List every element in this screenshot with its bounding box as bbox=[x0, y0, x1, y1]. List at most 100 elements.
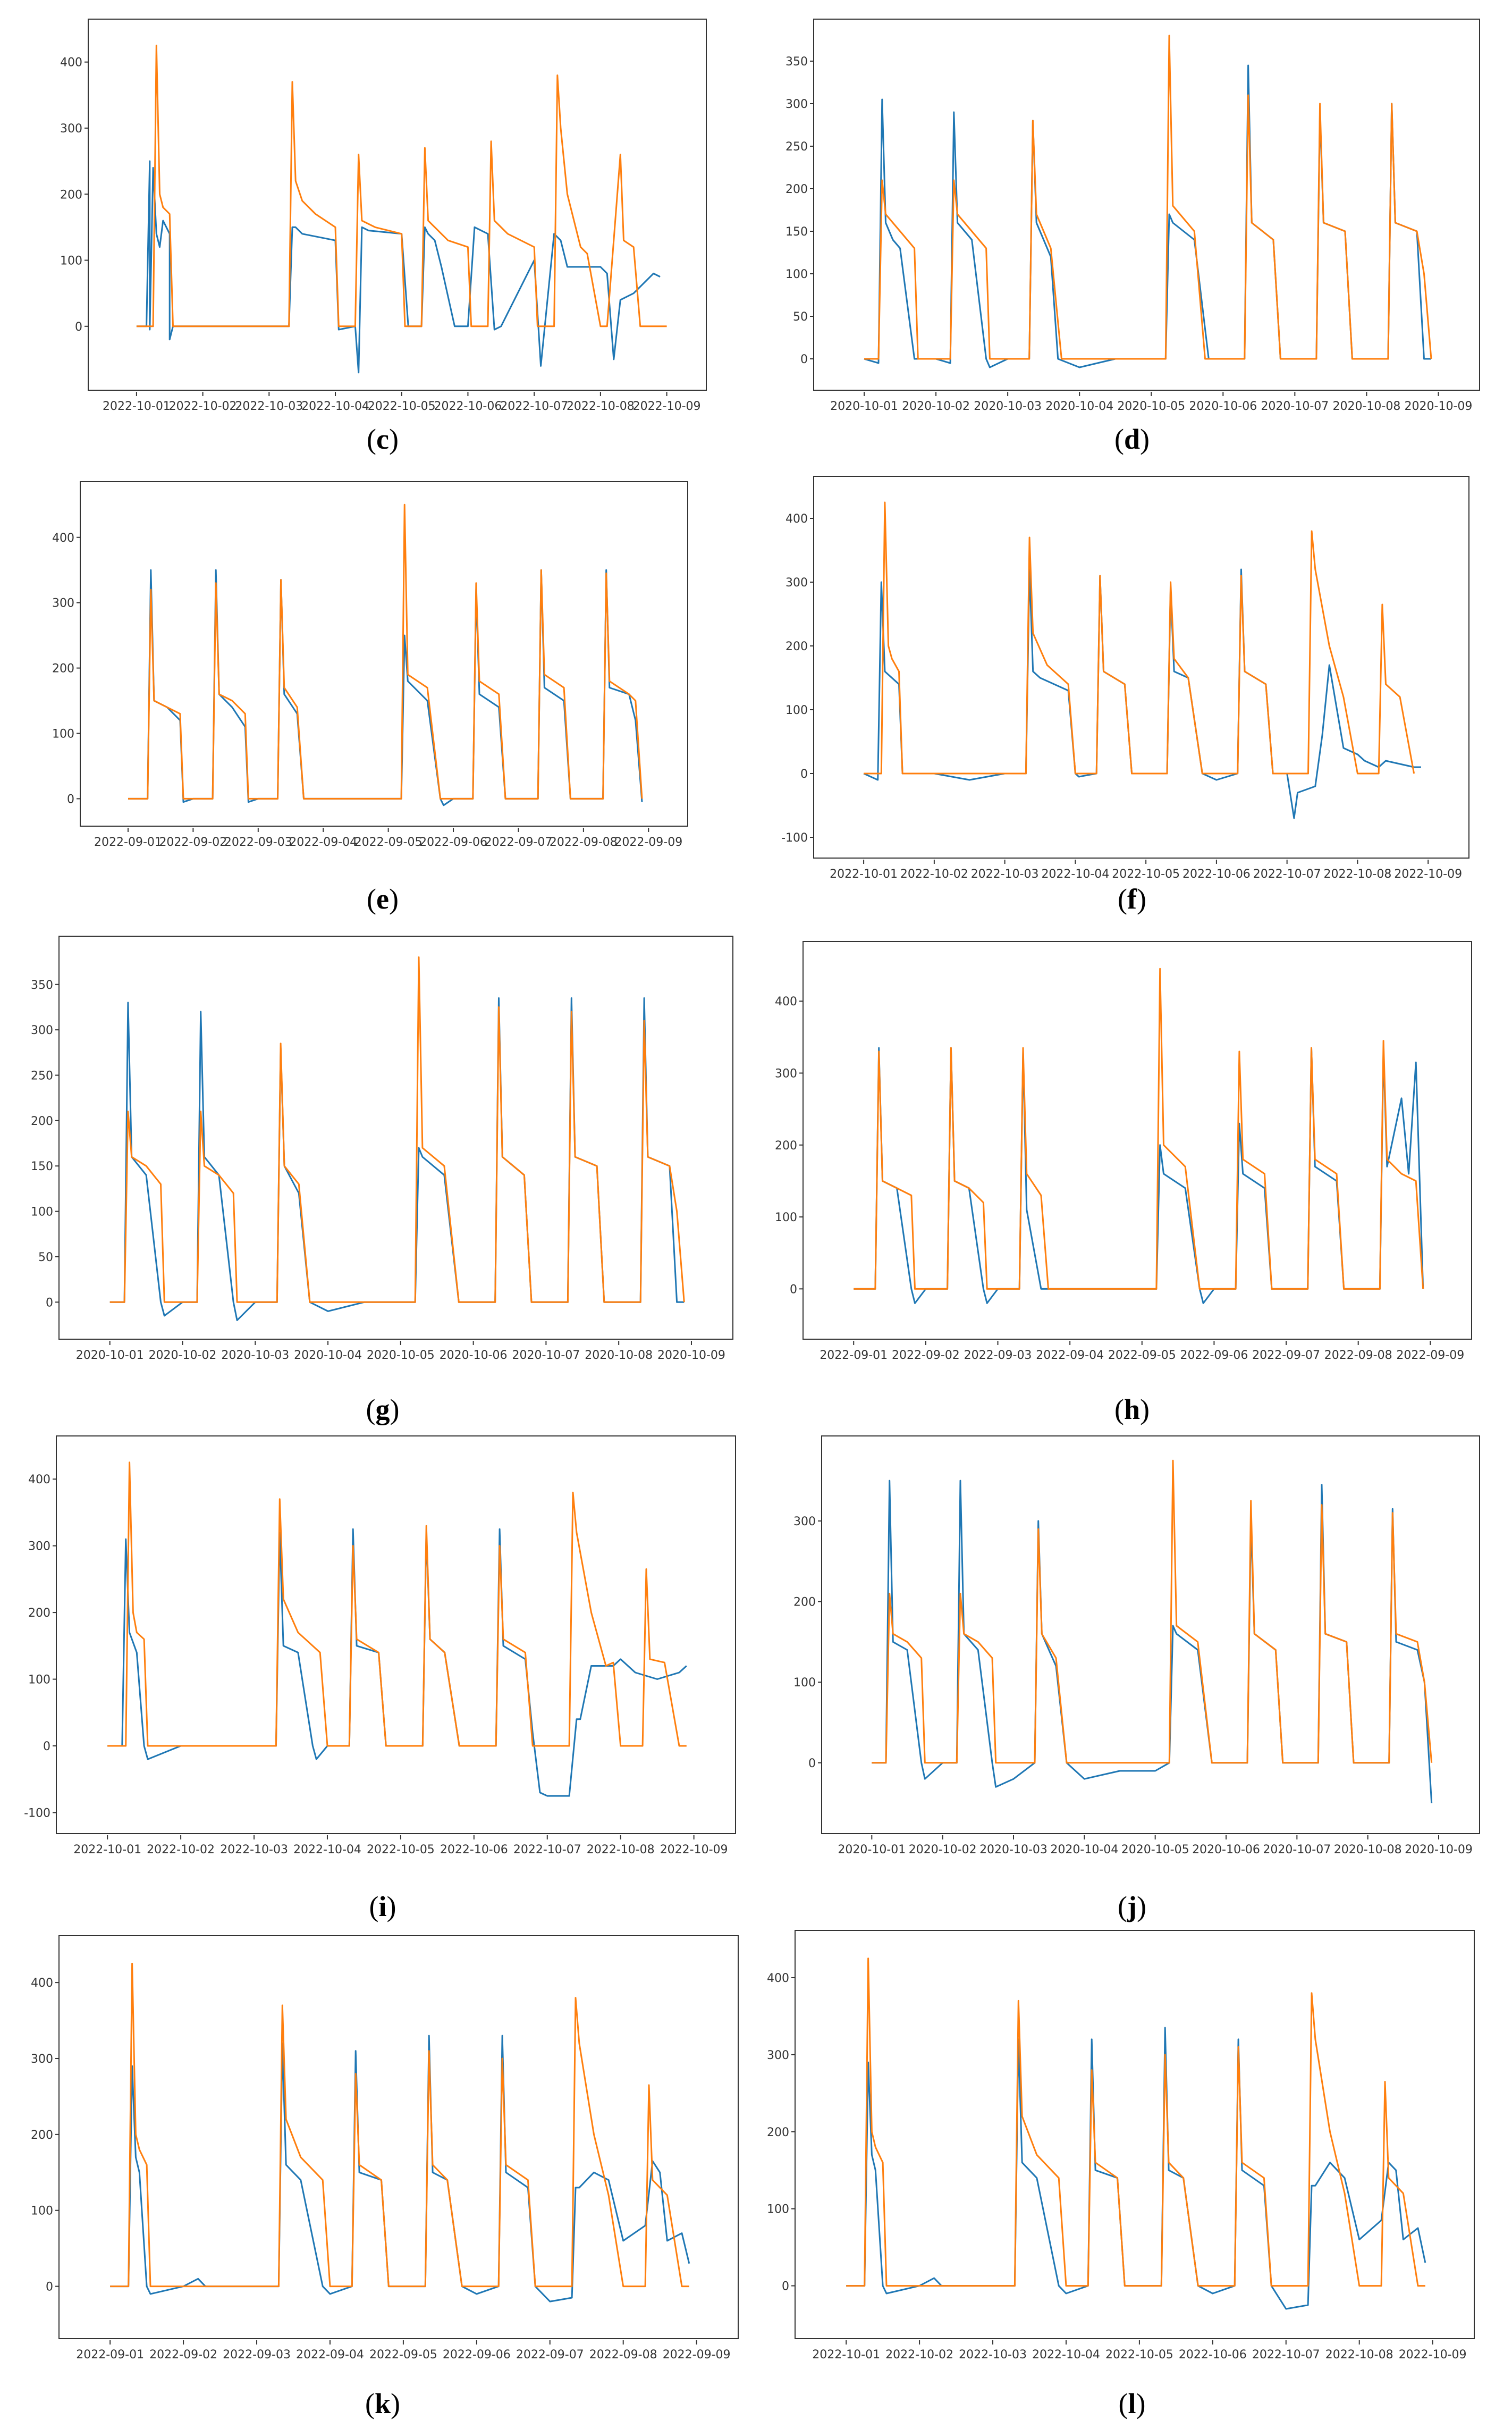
panel-caption: (d) bbox=[1052, 423, 1212, 456]
y-tick-label: 0 bbox=[75, 321, 82, 334]
x-tick-label: 2022-10-01 bbox=[812, 2348, 880, 2362]
x-tick-label: 2022-10-04 bbox=[1032, 2348, 1100, 2362]
x-tick-label: 2022-10-06 bbox=[434, 400, 502, 413]
caption-letter: e bbox=[376, 883, 389, 915]
chart-svg: -100 0 100 200 300 400 2022-10-01 2022-10-02 202… bbox=[24, 1461, 728, 1856]
y-tick-label: 200 bbox=[28, 1607, 50, 1620]
x-tick-label: 2022-10-06 bbox=[1182, 868, 1251, 881]
x-tick-label: 2022-10-06 bbox=[1179, 2348, 1247, 2362]
x-tick-label: 2020-10-02 bbox=[902, 400, 970, 413]
chart-svg: 0 50 100 150 200 250 300 350 2020-10-01 2020-10-0… bbox=[785, 35, 1472, 413]
series-line-actual bbox=[864, 64, 1431, 368]
x-tick-label: 2020-10-08 bbox=[585, 1349, 653, 1362]
y-tick-label: 400 bbox=[775, 995, 797, 1009]
y-tick-label: 150 bbox=[785, 225, 808, 239]
x-tick-label: 2020-10-07 bbox=[1263, 1843, 1331, 1856]
caption-paren-close: ) bbox=[390, 1393, 400, 1425]
series-line-predicted bbox=[864, 501, 1415, 775]
x-tick-label: 2022-10-08 bbox=[567, 400, 635, 413]
y-tick-label: 200 bbox=[767, 2126, 789, 2139]
y-tick-label: 0 bbox=[46, 1296, 53, 1309]
x-tick-label: 2022-10-07 bbox=[513, 1843, 581, 1856]
x-tick-label: 2022-10-08 bbox=[1323, 868, 1391, 881]
x-tick-label: 2020-10-06 bbox=[440, 1349, 508, 1362]
x-tick-label: 2020-10-09 bbox=[657, 1349, 725, 1362]
y-tick-label: -100 bbox=[781, 831, 808, 845]
y-tick-label: 300 bbox=[60, 122, 82, 136]
y-tick-label: 400 bbox=[767, 1972, 789, 1985]
x-tick-label: 2022-10-04 bbox=[1041, 868, 1109, 881]
x-tick-label: 2022-10-01 bbox=[103, 400, 171, 413]
x-tick-label: 2022-10-05 bbox=[1105, 2348, 1173, 2362]
x-tick-label: 2022-09-05 bbox=[1108, 1349, 1176, 1362]
caption-paren-close: ) bbox=[1136, 2388, 1146, 2419]
caption-letter: c bbox=[376, 423, 389, 455]
panel-caption: (g) bbox=[303, 1393, 462, 1426]
x-tick-label: 2022-09-09 bbox=[1396, 1349, 1464, 1362]
y-tick-label: 350 bbox=[785, 55, 808, 69]
x-tick-label: 2022-09-09 bbox=[663, 2348, 731, 2362]
x-tick-label: 2022-10-04 bbox=[293, 1843, 361, 1856]
y-tick-label: 200 bbox=[793, 1596, 816, 1609]
x-tick-label: 2020-10-01 bbox=[830, 400, 898, 413]
panel-caption: (i) bbox=[303, 1890, 462, 1923]
y-tick-label: 100 bbox=[52, 728, 74, 741]
y-tick-label: 0 bbox=[46, 2281, 53, 2294]
caption-paren-open: ( bbox=[365, 2388, 375, 2419]
y-tick-label: 100 bbox=[60, 255, 82, 268]
x-tick-label: 2020-10-07 bbox=[512, 1349, 580, 1362]
y-tick-label: 400 bbox=[52, 532, 74, 545]
panel-caption: (e) bbox=[303, 883, 462, 915]
y-tick-label: 100 bbox=[28, 1674, 50, 1687]
y-tick-label: 250 bbox=[31, 1069, 53, 1082]
x-tick-label: 2022-10-02 bbox=[169, 400, 237, 413]
chart-svg: 0 100 200 300 400 2022-10-01 2022-10-02 2022-10… bbox=[767, 1957, 1467, 2362]
x-tick-label: 2022-10-09 bbox=[1394, 868, 1462, 881]
x-tick-label: 2022-09-02 bbox=[159, 836, 227, 849]
y-tick-label: 0 bbox=[800, 353, 808, 366]
caption-paren-close: ) bbox=[1136, 1890, 1146, 1922]
series-line-actual bbox=[136, 160, 661, 374]
x-tick-label: 2020-10-05 bbox=[1121, 1843, 1189, 1856]
caption-letter: i bbox=[378, 1890, 387, 1922]
x-tick-label: 2020-10-06 bbox=[1192, 1843, 1260, 1856]
y-tick-label: 200 bbox=[785, 183, 808, 196]
x-tick-label: 2020-10-03 bbox=[221, 1349, 289, 1362]
x-tick-label: 2022-09-08 bbox=[589, 2348, 657, 2362]
series-line-predicted bbox=[872, 1459, 1433, 1764]
y-tick-label: 300 bbox=[52, 597, 74, 610]
caption-paren-close: ) bbox=[388, 423, 399, 455]
x-tick-label: 2022-09-04 bbox=[289, 836, 357, 849]
panel-caption: (j) bbox=[1052, 1890, 1212, 1923]
y-tick-label: 400 bbox=[785, 512, 808, 526]
x-tick-label: 2022-09-06 bbox=[419, 836, 487, 849]
caption-paren-close: ) bbox=[386, 1890, 396, 1922]
y-tick-label: 100 bbox=[785, 704, 808, 717]
x-tick-label: 2020-10-04 bbox=[1050, 1843, 1118, 1856]
caption-paren-open: ( bbox=[367, 883, 377, 915]
x-tick-label: 2020-10-01 bbox=[76, 1349, 144, 1362]
x-tick-label: 2022-09-03 bbox=[224, 836, 292, 849]
plot-area: -100 0 100 200 300 400 2022-10-01 2022-10-02 202… bbox=[781, 476, 1469, 881]
y-tick-label: 100 bbox=[31, 1206, 53, 1219]
x-tick-label: 2020-10-04 bbox=[1045, 400, 1113, 413]
series-line-actual bbox=[854, 1047, 1424, 1304]
x-tick-label: 2022-09-06 bbox=[443, 2348, 511, 2362]
x-tick-label: 2022-10-08 bbox=[1325, 2348, 1393, 2362]
x-tick-label: 2022-10-08 bbox=[587, 1843, 655, 1856]
x-tick-label: 2022-10-06 bbox=[440, 1843, 508, 1856]
y-tick-label: 350 bbox=[31, 979, 53, 992]
x-tick-label: 2022-10-05 bbox=[1112, 868, 1180, 881]
x-tick-label: 2022-09-06 bbox=[1180, 1349, 1248, 1362]
panel-caption: (h) bbox=[1052, 1393, 1212, 1426]
caption-paren-close: ) bbox=[1140, 423, 1150, 455]
caption-paren-open: ( bbox=[366, 1393, 376, 1425]
x-tick-label: 2022-10-01 bbox=[73, 1843, 141, 1856]
y-tick-label: 0 bbox=[808, 1757, 816, 1770]
x-tick-label: 2022-10-07 bbox=[500, 400, 568, 413]
x-tick-label: 2020-10-04 bbox=[294, 1349, 362, 1362]
caption-paren-open: ( bbox=[367, 423, 377, 455]
y-tick-label: 300 bbox=[785, 576, 808, 590]
chart-svg: 0 100 200 300 2020-10-01 2020-10-02 2020-10-03… bbox=[793, 1459, 1473, 1856]
y-tick-label: 100 bbox=[793, 1676, 816, 1690]
